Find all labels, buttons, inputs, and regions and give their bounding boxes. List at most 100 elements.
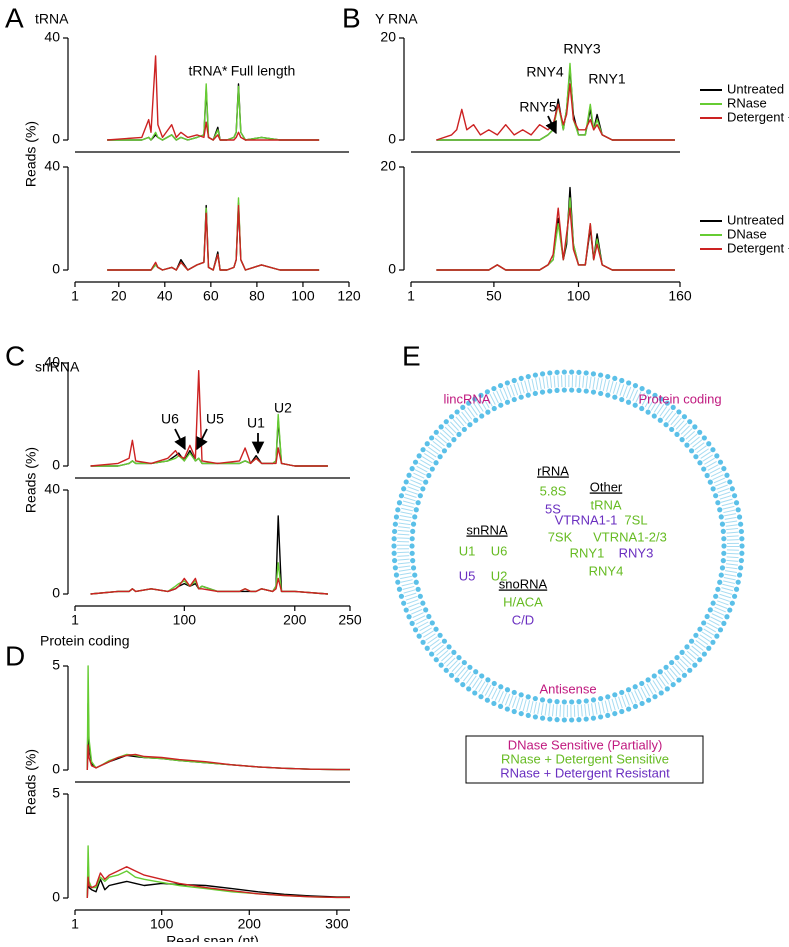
- series-line: [436, 207, 675, 271]
- membrane-lipid: [674, 431, 680, 438]
- membrane-lipid: [714, 453, 720, 459]
- y-tick-label: 5: [52, 657, 60, 673]
- membrane-lipid: [561, 369, 567, 375]
- membrane-lipid: [451, 649, 457, 655]
- x-axis-label: Read span (nt): [166, 933, 259, 942]
- membrane-lipid: [626, 706, 632, 712]
- membrane-lipid: [511, 708, 517, 715]
- membrane-lipid: [651, 413, 657, 419]
- membrane-lipid: [497, 703, 504, 710]
- series-line: [86, 702, 350, 771]
- membrane-lipid: [733, 500, 740, 506]
- membrane-lipid: [605, 392, 611, 398]
- membrane-lipid: [479, 673, 485, 679]
- membrane-lipid: [539, 715, 546, 721]
- membrane-lipid: [423, 479, 429, 485]
- membrane-lipid: [715, 586, 721, 592]
- membrane-lipid: [410, 565, 417, 571]
- series-line: [86, 744, 350, 771]
- series-line: [90, 577, 328, 595]
- membrane-lipid: [657, 669, 663, 675]
- membrane-lipid: [735, 507, 741, 513]
- membrane-lipid: [391, 543, 397, 549]
- membrane-lipid: [590, 715, 597, 721]
- x-tick-label: 1: [71, 916, 79, 932]
- group-title: Other: [590, 479, 623, 494]
- membrane-lipid: [697, 460, 703, 466]
- annotation: U6: [161, 411, 179, 427]
- membrane-lipid: [420, 447, 426, 453]
- membrane-lipid: [717, 459, 724, 465]
- membrane-lipid: [429, 620, 435, 626]
- x-tick-label: 80: [249, 288, 265, 304]
- membrane-lipid: [646, 697, 652, 703]
- membrane-lipid: [504, 706, 510, 712]
- membrane-tails: [397, 375, 739, 717]
- membrane-lipid: [583, 388, 589, 394]
- membrane-lipid: [569, 717, 575, 723]
- membrane-lipid: [539, 371, 546, 377]
- membrane-lipid: [403, 607, 409, 613]
- membrane-lipid: [670, 681, 676, 688]
- membrane-lipid: [412, 572, 418, 578]
- membrane-lipid: [511, 377, 517, 384]
- membrane-lipid: [679, 437, 685, 443]
- membrane-lipid: [721, 550, 727, 556]
- membrane-lipid: [518, 394, 524, 400]
- membrane-lipid: [391, 550, 397, 556]
- y-axis-label: Reads (%): [23, 749, 39, 815]
- membrane-lipid: [739, 550, 745, 556]
- membrane-lipid: [718, 572, 724, 578]
- membrane-lipid: [715, 500, 721, 506]
- y-tick-label: 20: [380, 29, 396, 45]
- y-tick-label: 0: [52, 889, 60, 905]
- legend-label: Detergent + DNase: [727, 240, 789, 255]
- membrane-lipid: [401, 600, 407, 606]
- membrane-lipid: [663, 422, 669, 428]
- membrane-lipid: [554, 717, 560, 723]
- membrane-lipid: [417, 493, 423, 499]
- membrane-lipid: [437, 632, 443, 638]
- membrane-lipid: [688, 448, 695, 454]
- membrane-lipid: [518, 375, 524, 382]
- membrane-lipid: [625, 399, 632, 405]
- membrane-lipid: [392, 521, 398, 527]
- membrane-lipid: [561, 387, 567, 393]
- membrane-lipid: [612, 375, 618, 382]
- membrane-lipid: [511, 689, 517, 696]
- membrane-lipid: [532, 372, 538, 378]
- series-line: [107, 83, 320, 141]
- y-tick-label: 40: [44, 481, 60, 497]
- y-tick-label: 5: [52, 785, 60, 801]
- x-tick-label: 250: [338, 612, 362, 628]
- outside-label: Antisense: [539, 681, 596, 696]
- series-line: [86, 866, 350, 899]
- membrane-lipid: [412, 459, 419, 465]
- membrane-lipid: [710, 639, 716, 645]
- membrane-lipid: [491, 385, 497, 392]
- membrane-lipid: [539, 389, 546, 395]
- membrane-lipid: [718, 514, 724, 520]
- membrane-lipid: [692, 424, 698, 430]
- membrane-lipid: [717, 507, 723, 513]
- membrane-lipid: [484, 697, 490, 703]
- series-line: [107, 55, 320, 141]
- panel-label: D: [5, 640, 25, 671]
- membrane-lipid: [456, 654, 462, 661]
- membrane-lipid: [498, 402, 504, 408]
- membrane-lipid: [569, 699, 575, 705]
- membrane-lipid: [632, 684, 638, 690]
- membrane-lipid: [713, 493, 719, 499]
- series-line: [107, 83, 320, 141]
- membrane-lipid: [729, 600, 735, 606]
- membrane-lipid: [424, 645, 430, 651]
- legend-label: Untreated: [727, 212, 784, 227]
- membrane-lipid: [395, 579, 401, 585]
- rna-label: 7SL: [624, 512, 647, 527]
- series-line: [107, 204, 320, 271]
- membrane-lipid: [525, 712, 531, 719]
- membrane-lipid: [669, 426, 675, 433]
- y-tick-label: 20: [380, 158, 396, 174]
- membrane-lipid: [461, 426, 467, 433]
